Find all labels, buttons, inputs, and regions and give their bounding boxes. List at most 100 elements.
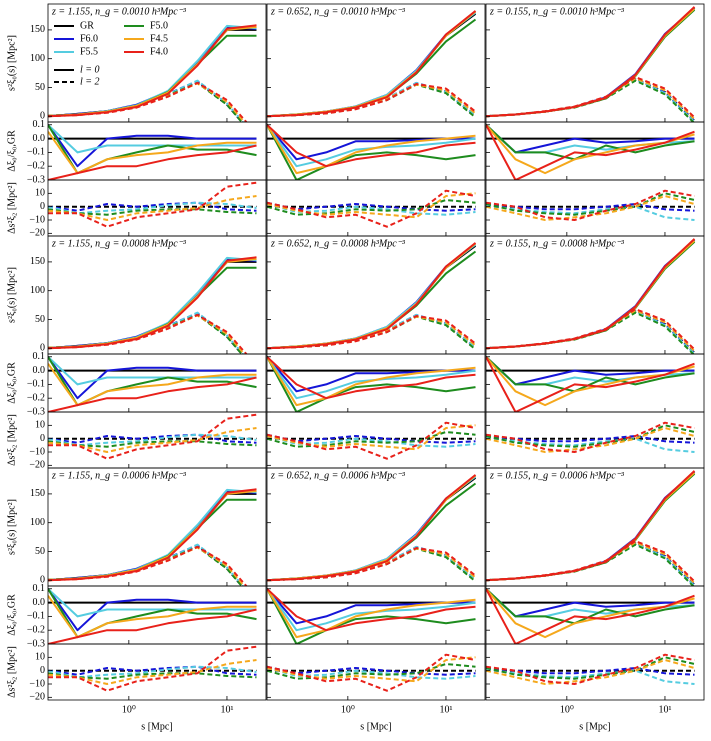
- dashed-curve: [267, 189, 476, 228]
- panel-frame: [485, 643, 705, 701]
- y-tick-label: −20: [29, 228, 45, 239]
- dashed-curve: [486, 653, 695, 685]
- y-tick-label: −0.1: [27, 147, 45, 158]
- dashed-curve: [267, 313, 477, 350]
- dashed-curve: [267, 433, 476, 444]
- plot-area: [486, 470, 696, 586]
- plot-area: [48, 181, 257, 228]
- plot-area: [486, 653, 695, 685]
- panel-frame: [266, 3, 486, 123]
- curve: [267, 124, 476, 168]
- plot-area: [48, 124, 257, 180]
- panel-title: z = 0.155, n_g = 0.0006 h³Mpc⁻³: [489, 470, 625, 481]
- curve: [486, 7, 696, 118]
- y-tick-label: 100: [30, 285, 45, 296]
- curve: [486, 356, 695, 386]
- curve: [486, 9, 696, 118]
- curve: [486, 124, 695, 154]
- y-tick-label: −0.3: [27, 406, 45, 417]
- y-axis-label: s²ξ₀(s) [Mpc²]: [6, 267, 17, 323]
- dashed-curve: [267, 313, 477, 350]
- curve: [48, 124, 257, 154]
- y-axis-label: Δξ₀/ξ₀,GR: [6, 130, 17, 172]
- dashed-curve: [48, 427, 257, 453]
- dashed-curve: [267, 201, 476, 212]
- dashed-curve: [48, 312, 244, 354]
- curve: [267, 356, 476, 407]
- dashed-curve: [267, 199, 476, 216]
- curve: [486, 241, 696, 350]
- y-tick-label: 0.1: [33, 351, 46, 362]
- dashed-curve: [48, 433, 257, 444]
- dashed-curve: [267, 81, 477, 118]
- dashed-curve: [267, 547, 477, 582]
- y-tick-label: 0.1: [33, 583, 46, 594]
- dashed-curve: [48, 313, 244, 354]
- dashed-curve: [48, 311, 245, 354]
- dashed-curve: [267, 315, 477, 350]
- dashed-curve: [48, 665, 257, 676]
- dashed-curve: [267, 83, 477, 118]
- legend-label: GR: [80, 20, 94, 31]
- y-tick-label: −10: [29, 446, 45, 457]
- plot-area: [267, 474, 477, 583]
- curve: [48, 588, 257, 618]
- dashed-curve: [486, 667, 695, 676]
- curve: [48, 608, 257, 644]
- plot-area: [486, 356, 695, 412]
- dashed-curve: [48, 80, 245, 122]
- dashed-curve: [486, 421, 695, 453]
- curve: [486, 356, 695, 412]
- curve: [267, 124, 476, 180]
- y-tick-label: 50: [35, 314, 45, 325]
- curve: [48, 498, 257, 582]
- plot-area: [486, 421, 695, 453]
- dashed-curve: [267, 653, 476, 692]
- dashed-curve: [48, 201, 257, 212]
- dashed-curve: [48, 546, 246, 586]
- dashed-curve: [267, 421, 476, 460]
- plot-area: [267, 242, 477, 351]
- x-tick-label: 10¹: [658, 704, 671, 715]
- dashed-curve: [48, 82, 246, 122]
- dashed-curve: [267, 663, 476, 680]
- y-tick-label: 150: [30, 256, 45, 267]
- x-tick-label: 10¹: [439, 704, 452, 715]
- curve: [486, 124, 695, 161]
- panel-title: z = 0.652, n_g = 0.0008 h³Mpc⁻³: [270, 238, 406, 249]
- dashed-curve: [48, 195, 257, 221]
- plot-area: [486, 6, 696, 122]
- x-axis-label: s [Mpc]: [141, 721, 172, 732]
- dashed-curve: [48, 544, 245, 586]
- plot-area: [267, 356, 476, 412]
- plot-area: [48, 488, 257, 586]
- x-tick-label: 10⁰: [341, 704, 355, 715]
- y-tick-label: −0.1: [27, 611, 45, 622]
- y-tick-label: 10: [35, 652, 45, 663]
- curve: [267, 474, 477, 582]
- panel-frame: [485, 467, 705, 587]
- curve: [486, 239, 696, 350]
- plot-area: [267, 421, 476, 460]
- plot-area: [48, 256, 257, 354]
- x-tick-label: 10⁰: [560, 704, 574, 715]
- y-tick-label: −20: [29, 692, 45, 703]
- dashed-curve: [267, 431, 476, 448]
- plot-area: [48, 24, 257, 122]
- y-tick-label: −10: [29, 678, 45, 689]
- dashed-curve: [48, 413, 257, 460]
- curve: [48, 595, 257, 639]
- legend-label: F4.0: [150, 46, 168, 57]
- y-axis-label: Δs²ξ₂ [Mpc²]: [6, 182, 17, 234]
- curve: [486, 8, 696, 118]
- y-tick-label: 0: [40, 343, 45, 354]
- dashed-curve: [48, 544, 244, 586]
- y-axis-label: s²ξ₀(s) [Mpc²]: [6, 35, 17, 91]
- curve: [486, 471, 696, 582]
- y-axis-label: Δs²ξ₂ [Mpc²]: [6, 414, 17, 466]
- dashed-curve: [486, 540, 696, 583]
- dashed-curve: [267, 545, 477, 582]
- plot-area: [48, 413, 257, 460]
- y-axis-label: Δξ₀/ξ₀,GR: [6, 362, 17, 404]
- panel-title: z = 0.652, n_g = 0.0010 h³Mpc⁻³: [270, 6, 406, 17]
